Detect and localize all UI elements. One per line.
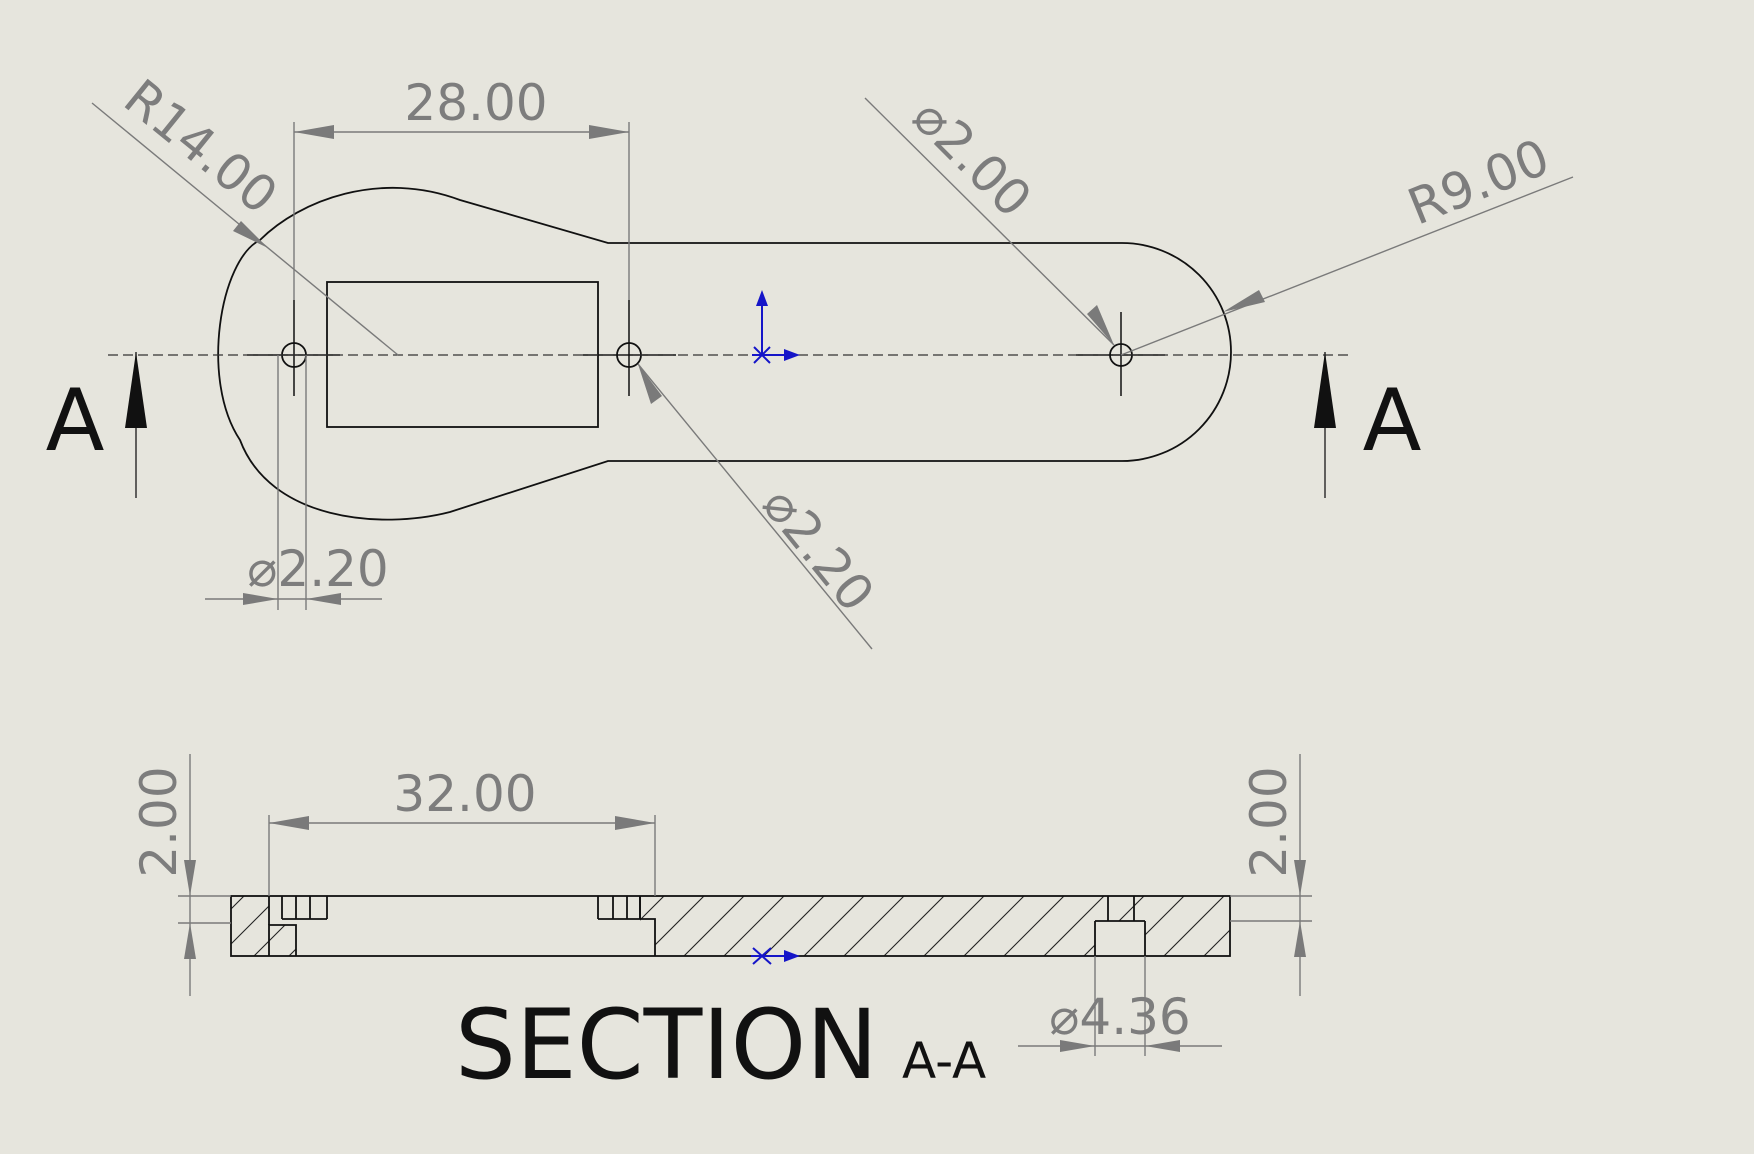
- section-outline: [230, 895, 1231, 957]
- dim-hole-spacing: 28.00: [293, 74, 630, 300]
- dim-span-text: 32.00: [393, 765, 536, 823]
- dim-span: 32.00: [268, 765, 656, 896]
- part-outline: [217, 187, 1232, 521]
- dim-counterbore-dia-text: ⌀4.36: [1049, 988, 1190, 1046]
- section-title-suffix: A-A: [902, 1032, 986, 1090]
- dim-radius-small: R9.00: [1120, 128, 1574, 356]
- dim-hole-dia-left-text: ⌀2.20: [247, 540, 388, 598]
- dim-thickness-right: 2.00: [1230, 754, 1312, 996]
- section-marker-right: A: [1314, 352, 1422, 498]
- section-origin-icon: [751, 947, 800, 965]
- dim-hole-dia-mid: ⌀2.20: [637, 363, 885, 650]
- dim-radius-small-text: R9.00: [1400, 128, 1557, 236]
- hatch-right: [640, 896, 1230, 956]
- hatch-left: [231, 896, 296, 956]
- section-title: SECTION: [455, 989, 878, 1101]
- section-view: 32.00 2.00 2.00 ⌀4.36: [130, 754, 1312, 1101]
- dim-hole-dia-left: ⌀2.20: [205, 355, 389, 610]
- dim-hole-spacing-text: 28.00: [404, 74, 547, 132]
- dim-hole-dia-small: ⌀2.00: [864, 87, 1115, 346]
- dim-hole-dia-small-text: ⌀2.00: [902, 87, 1043, 228]
- dim-thickness-left-text: 2.00: [130, 766, 188, 877]
- dim-counterbore-dia: ⌀4.36: [1018, 956, 1222, 1056]
- dim-thickness-left: 2.00: [130, 754, 231, 996]
- dim-radius-big: R14.00: [91, 68, 399, 356]
- dim-radius-big-text: R14.00: [113, 68, 288, 225]
- section-marker-left: A: [46, 352, 147, 498]
- origin-icon: [752, 290, 800, 364]
- hole-crosshairs: [247, 300, 1165, 396]
- dim-thickness-right-text: 2.00: [1240, 766, 1298, 877]
- top-view: 28.00 R14.00 ⌀2.00 R9.00 ⌀2.20: [46, 68, 1574, 650]
- dim-hole-dia-mid-text: ⌀2.20: [751, 476, 885, 622]
- section-marker-left-label: A: [46, 371, 105, 471]
- section-marker-right-label: A: [1363, 371, 1422, 471]
